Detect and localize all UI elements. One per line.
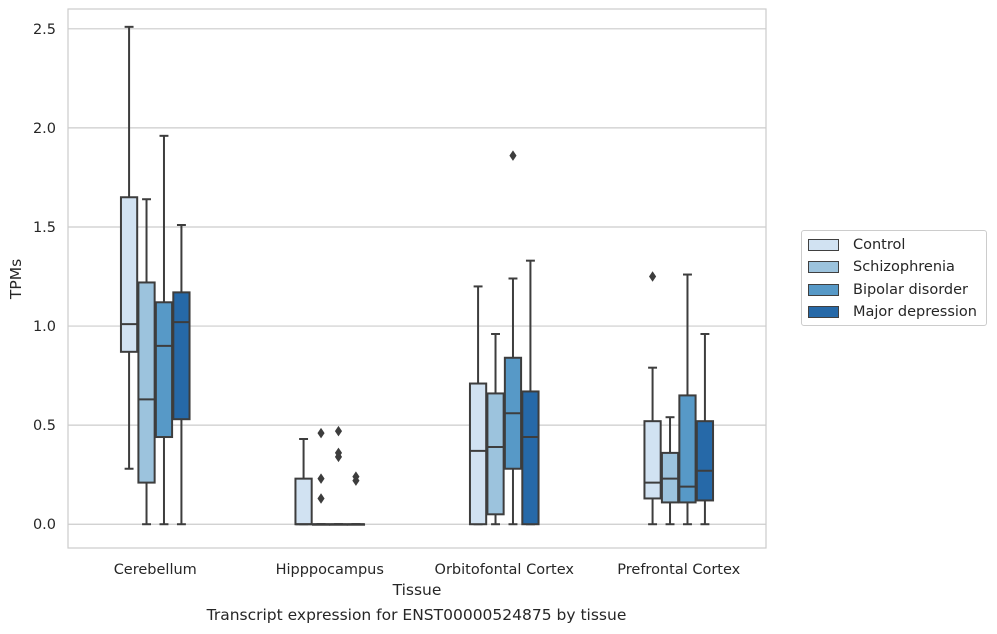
box-control <box>468 285 488 526</box>
outlier-point <box>317 427 325 439</box>
box-major-depression <box>695 332 715 526</box>
figure-caption: Transcript expression for ENST0000052487… <box>206 606 627 624</box>
box-control <box>119 25 139 470</box>
box-bipolar-disorder <box>154 134 174 526</box>
legend-swatch-bipolar-disorder <box>808 284 839 296</box>
box-iqr <box>486 392 505 516</box>
box-bipolar-disorder <box>678 273 697 526</box>
legend: Control Schizophrenia Bipolar disorder M… <box>801 230 987 326</box>
x-tick-label: Orbitofontal Cortex <box>435 562 575 578</box>
legend-swatch-schizophrenia <box>808 261 839 273</box>
y-tick-label: 2.0 <box>33 121 56 137</box>
outlier-point <box>317 473 325 484</box>
box-schizophrenia <box>486 332 505 526</box>
box-control <box>643 271 662 526</box>
legend-label-control: Control <box>853 237 906 253</box>
box-iqr <box>678 394 697 504</box>
x-tick-label: Prefrontal Cortex <box>617 562 740 578</box>
legend-label-bipolar-disorder: Bipolar disorder <box>853 282 968 298</box>
box-iqr <box>468 382 488 526</box>
box-iqr <box>119 196 139 353</box>
y-tick-label: 1.0 <box>33 319 56 335</box>
box-iqr <box>521 390 540 526</box>
boxes <box>119 25 715 526</box>
y-tick-label: 1.5 <box>33 220 56 236</box>
legend-label-major-depression: Major depression <box>853 304 977 320</box>
x-tick-label: Cerebellum <box>114 562 197 578</box>
y-tick-label: 0.5 <box>33 418 56 434</box>
outlier-point <box>649 271 657 282</box>
y-tick-label: 2.5 <box>33 22 56 38</box>
x-tick-label: Hipppocampus <box>276 562 384 578</box>
y-axis-label: TPMs <box>7 259 25 300</box>
box-control <box>294 438 313 526</box>
y-tick-label: 0.0 <box>33 517 56 533</box>
legend-swatch-control <box>808 239 839 251</box>
box-iqr <box>137 281 156 484</box>
box-iqr <box>154 301 174 439</box>
outlier-point <box>352 471 360 482</box>
x-axis-label: Tissue <box>392 581 442 599</box>
box-iqr <box>294 477 313 526</box>
box-schizophrenia <box>660 416 680 526</box>
legend-item-schizophrenia: Schizophrenia <box>808 257 955 277</box>
box-schizophrenia <box>137 198 156 526</box>
plot-area-frame <box>67 8 767 549</box>
legend-swatch-major-depression <box>808 306 839 318</box>
box-major-depression <box>346 471 366 526</box>
outlier-point <box>334 447 343 459</box>
legend-label-schizophrenia: Schizophrenia <box>853 259 955 275</box>
outlier-point <box>317 493 325 504</box>
box-iqr <box>643 420 662 500</box>
box-schizophrenia <box>311 427 331 526</box>
legend-item-major-depression: Major depression <box>808 302 977 322</box>
box-major-depression <box>521 259 540 526</box>
outlier-point <box>509 150 517 161</box>
outlier-point <box>334 425 343 437</box>
legend-item-bipolar-disorder: Bipolar disorder <box>808 280 968 300</box>
box-iqr <box>172 291 191 421</box>
box-major-depression <box>172 223 191 526</box>
y-tick-labels: 0.0 0.5 1.0 1.5 2.0 2.5 <box>33 22 56 533</box>
box-bipolar-disorder <box>329 425 348 526</box>
x-tick-labels: Cerebellum Hipppocampus Orbitofontal Corte… <box>114 562 741 578</box>
box-bipolar-disorder <box>503 150 523 526</box>
legend-item-control: Control <box>808 235 905 255</box>
box-iqr <box>695 420 715 502</box>
